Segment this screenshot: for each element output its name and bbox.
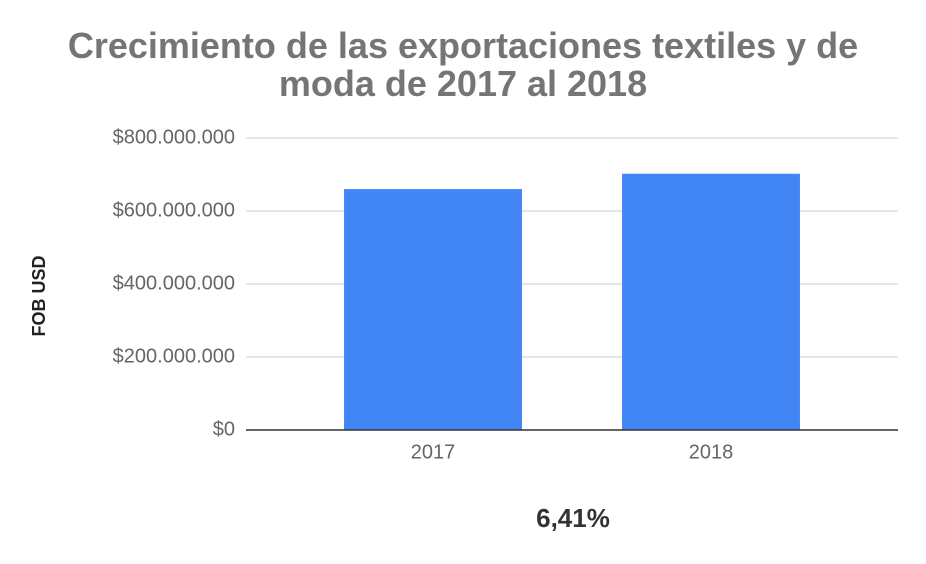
chart-title: Crecimiento de las exportaciones textile… — [68, 25, 858, 104]
chart-title-line: moda de 2017 al 2018 — [279, 63, 647, 104]
x-tick-label: 2017 — [411, 441, 456, 463]
y-tick-label: $600.000.000 — [113, 199, 235, 221]
bar — [622, 173, 800, 430]
chart-title-line: Crecimiento de las exportaciones textile… — [68, 25, 858, 66]
x-tick-label: 2018 — [689, 441, 734, 463]
bar — [344, 189, 522, 430]
y-tick-label: $800.000.000 — [113, 126, 235, 148]
y-tick-label: $400.000.000 — [113, 272, 235, 294]
y-tick-label: $0 — [213, 418, 235, 440]
annotation: 6,41% — [536, 503, 610, 533]
y-axis-label: FOB USD — [29, 255, 49, 336]
y-tick-label: $200.000.000 — [113, 345, 235, 367]
